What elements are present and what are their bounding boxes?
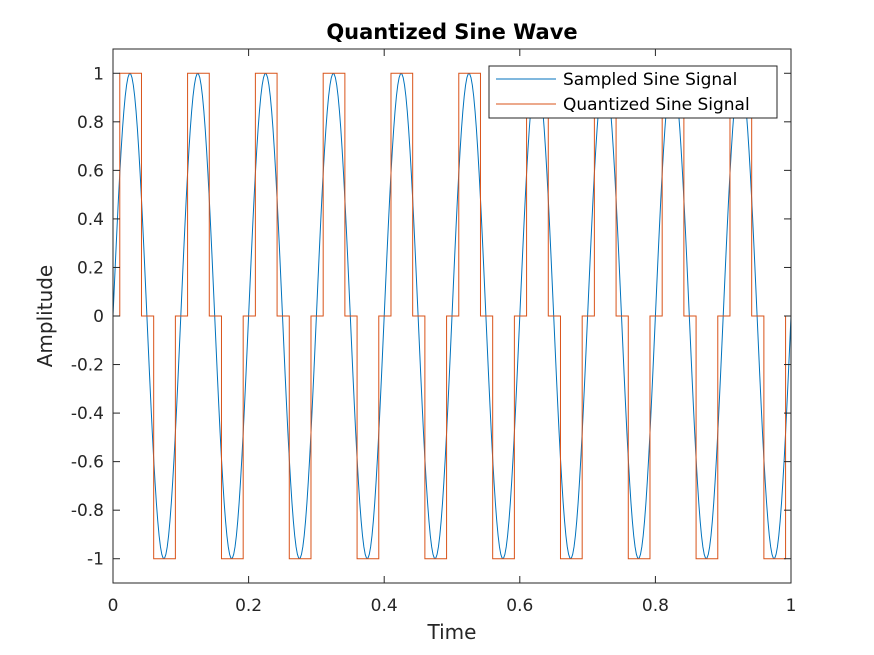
legend-label-quantized: Quantized Sine Signal <box>563 95 750 115</box>
x-tick-label: 0 <box>108 596 119 616</box>
y-tick-label: -0.6 <box>71 453 104 473</box>
chart-title: Quantized Sine Wave <box>326 20 577 44</box>
y-tick-label: -0.2 <box>71 356 104 376</box>
y-tick-label: 0.6 <box>77 161 104 181</box>
y-tick-label: 0.4 <box>77 210 104 230</box>
plot-area: 0 0.2 0.4 0.6 0.8 1 -1 -0.8 -0.6 -0.4 -0.2 0 0.2 0.4 0… <box>71 48 797 616</box>
y-tick-label: -0.4 <box>71 404 104 424</box>
x-tick-label: 0.4 <box>371 596 398 616</box>
legend-label-sampled: Sampled Sine Signal <box>563 70 737 90</box>
y-tick-label: 1 <box>93 64 104 84</box>
y-tick-label: 0.8 <box>77 113 104 133</box>
y-tick-label: 0 <box>93 307 104 327</box>
x-tick-label: 0.8 <box>642 596 669 616</box>
x-tick-label: 1 <box>786 596 797 616</box>
legend: Sampled Sine Signal Quantized Sine Signa… <box>488 65 778 119</box>
x-tick-label: 0.6 <box>506 596 533 616</box>
x-tick-label: 0.2 <box>235 596 262 616</box>
ticks-layer: 0 0.2 0.4 0.6 0.8 1 -1 -0.8 -0.6 -0.4 -0.2 0 0.2 0.4 0… <box>71 49 797 616</box>
y-tick-label: -1 <box>87 550 104 570</box>
legend-box <box>488 65 778 119</box>
x-axis-label: Time <box>427 620 477 644</box>
y-tick-label: 0.2 <box>77 258 104 278</box>
y-tick-label: -0.8 <box>71 501 104 521</box>
y-axis-label: Amplitude <box>33 265 57 368</box>
